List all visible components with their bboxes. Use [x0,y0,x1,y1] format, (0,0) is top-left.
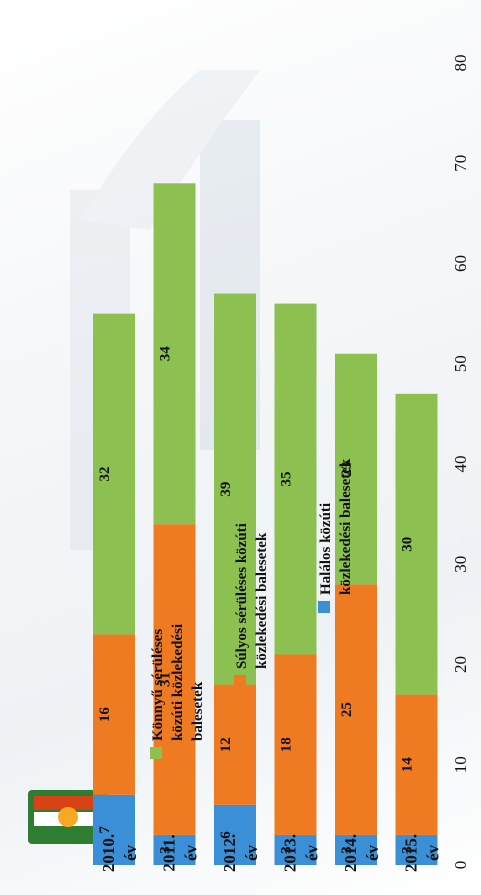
bar-segment [395,694,438,835]
bar-segment [93,794,135,865]
bar-segment [93,313,135,635]
y-tick-label: 60 [451,255,470,272]
bar-segment [214,684,256,805]
category-label: év [424,844,443,861]
data-label: 3 [279,846,295,854]
bar-segment [274,654,317,835]
bar-segment [214,293,256,685]
y-tick-label: 70 [451,155,470,172]
bar-segment [335,834,377,865]
legend-label: Könnyű sérüléses [150,629,166,741]
data-label: 39 [218,482,234,497]
legend: Könnyű sérüléses közúti közlekedési balese… [150,458,354,759]
bar-segment [395,393,438,695]
data-label: 3 [158,846,174,854]
data-label: 18 [279,737,295,752]
legend-swatch [150,747,162,759]
bar-segment [153,834,196,865]
bar-segment [335,353,377,585]
bar-segment [274,303,317,655]
legend-label: Súlyos sérüléses közúti [234,523,250,669]
category-label: 2015. [402,834,421,872]
y-tick-label: 80 [451,55,470,72]
value-axis: 0 10 20 30 40 50 60 70 80 [451,55,470,870]
legend-label: balesetek [190,681,206,741]
data-label: 25 [339,702,355,717]
legend-label: közúti közlekedési [170,624,186,741]
y-tick-label: 40 [451,456,470,473]
data-label: 14 [400,757,416,773]
category-axis: 2010. év 2011. év 2012. év 2013. év 2014. év 2015.… [99,834,443,872]
data-label: 31 [158,672,174,687]
y-tick-label: 20 [451,656,470,673]
legend-swatch [318,601,330,613]
category-label: év [182,844,201,861]
data-label: 16 [97,707,113,723]
bar-segment [395,834,438,865]
crest-logo [28,790,108,844]
background-watermark [70,70,260,550]
data-label: 12 [218,737,234,752]
category-label: év [242,844,261,861]
data-label: 7 [97,826,113,834]
category-label: év [121,844,140,861]
bars: 7 16 32 3 31 34 6 12 39 3 18 35 3 25 23 3 14 30 [93,183,438,865]
data-label: 34 [158,346,174,362]
legend-swatch [234,675,246,687]
legend-label: Halálos közúti [318,503,334,595]
data-label: 32 [97,467,113,482]
y-tick-label: 30 [451,556,470,573]
bar-segment [153,524,196,835]
bar-segment [274,834,317,865]
data-label: 3 [400,846,416,854]
data-label: 6 [218,831,234,839]
y-tick-label: 50 [451,355,470,372]
data-label: 35 [279,472,295,487]
bar-segment [93,634,135,795]
category-label: 2010. [99,834,118,872]
category-label: 2014. [341,834,360,872]
category-label: 2012. [220,834,239,872]
category-label: év [303,844,322,861]
data-label: 23 [339,462,355,477]
data-label: 3 [339,846,355,854]
legend-label: közlekedési balesetek [338,458,354,595]
y-tick-label: 0 [451,861,470,870]
category-label: év [363,844,382,861]
bar-segment [153,183,196,525]
y-tick-label: 10 [451,756,470,773]
category-label: 2011. [160,834,179,871]
bar-segment [214,804,256,865]
legend-label: közlekedési balesetek [254,532,270,669]
data-label: 30 [400,537,416,552]
bar-segment [335,584,377,835]
category-label: 2013. [281,834,300,872]
